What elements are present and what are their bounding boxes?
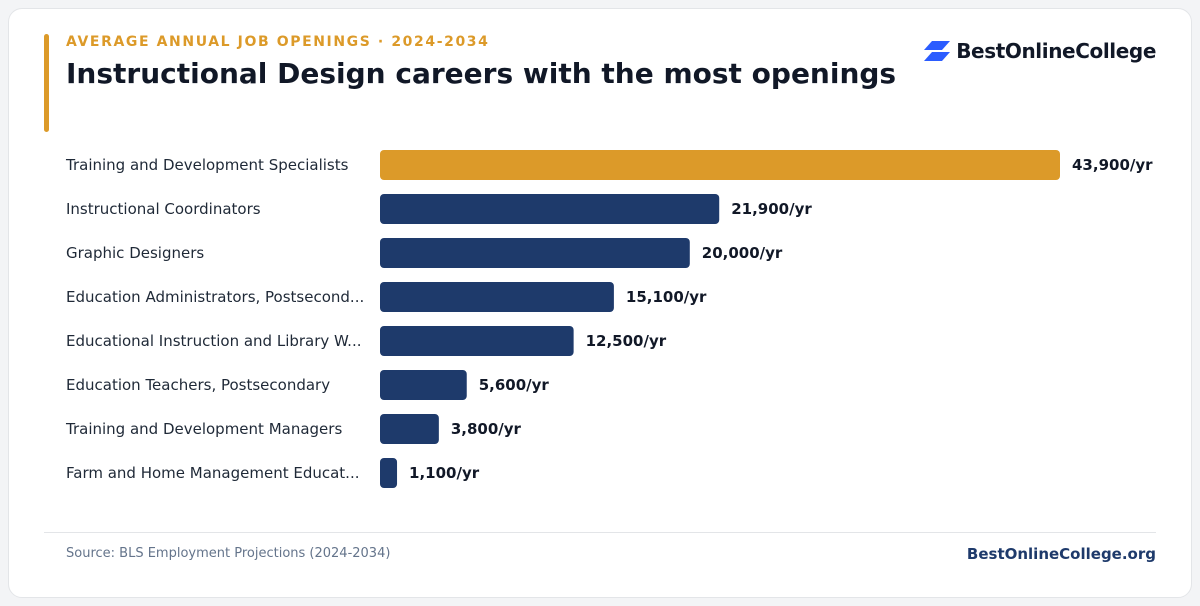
brand-logo[interactable]: BestOnlineCollege (924, 39, 1156, 63)
footer-divider (44, 532, 1156, 533)
chart-eyebrow: AVERAGE ANNUAL JOB OPENINGS · 2024-2034 (66, 34, 490, 50)
parallelogram-stack-icon (924, 41, 951, 61)
category-label: Graphic Designers (66, 244, 204, 262)
category-label: Education Teachers, Postsecondary (66, 376, 330, 394)
accent-bar (44, 34, 49, 132)
bar-value-label: 43,900/yr (1072, 156, 1153, 174)
bar[interactable] (380, 370, 467, 400)
bar[interactable] (380, 150, 1060, 180)
bar-value-label: 15,100/yr (626, 288, 707, 306)
bar-value-label: 20,000/yr (702, 244, 783, 262)
bar[interactable] (380, 282, 614, 312)
bar-value-label: 5,600/yr (479, 376, 550, 394)
chart-title: Instructional Design careers with the mo… (66, 57, 897, 90)
brand-logo-text: BestOnlineCollege (956, 39, 1156, 63)
bar[interactable] (380, 414, 439, 444)
source-note: Source: BLS Employment Projections (2024… (66, 546, 391, 561)
bar[interactable] (380, 238, 690, 268)
bar[interactable] (380, 326, 574, 356)
bar[interactable] (380, 458, 398, 488)
category-label: Farm and Home Management Educat... (66, 464, 360, 482)
bar-value-label: 21,900/yr (731, 200, 812, 218)
bar-value-label: 3,800/yr (451, 420, 522, 438)
bar-value-label: 1,100/yr (409, 464, 480, 482)
category-label: Educational Instruction and Library W... (66, 332, 361, 350)
bar-value-label: 12,500/yr (586, 332, 667, 350)
bar[interactable] (380, 194, 720, 224)
category-label: Training and Development Managers (65, 420, 342, 438)
category-label: Instructional Coordinators (66, 200, 261, 218)
category-label: Education Administrators, Postsecond... (66, 288, 364, 306)
category-label: Training and Development Specialists (65, 156, 349, 174)
site-link[interactable]: BestOnlineCollege.org (966, 545, 1156, 563)
